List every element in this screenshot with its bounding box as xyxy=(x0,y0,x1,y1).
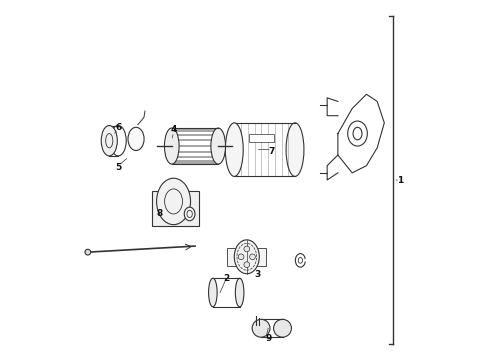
Ellipse shape xyxy=(273,319,292,337)
Text: 6: 6 xyxy=(115,123,122,132)
Ellipse shape xyxy=(157,178,191,225)
Circle shape xyxy=(244,262,249,267)
Text: 3: 3 xyxy=(254,270,261,279)
Text: 4: 4 xyxy=(171,126,177,135)
Ellipse shape xyxy=(209,278,217,307)
Text: 9: 9 xyxy=(265,334,271,343)
Ellipse shape xyxy=(128,127,144,150)
Ellipse shape xyxy=(184,207,195,221)
Polygon shape xyxy=(152,191,198,226)
Ellipse shape xyxy=(165,128,179,164)
Circle shape xyxy=(85,249,91,255)
Text: 2: 2 xyxy=(223,274,229,283)
Ellipse shape xyxy=(101,126,117,156)
Text: 7: 7 xyxy=(269,147,275,156)
Ellipse shape xyxy=(286,123,304,176)
Ellipse shape xyxy=(211,128,225,164)
Ellipse shape xyxy=(235,278,244,307)
Polygon shape xyxy=(227,248,267,266)
Circle shape xyxy=(238,254,244,260)
Bar xyxy=(248,134,273,143)
Text: 8: 8 xyxy=(157,210,163,219)
Ellipse shape xyxy=(252,319,270,337)
Ellipse shape xyxy=(234,240,259,274)
Circle shape xyxy=(244,246,249,252)
Text: 1: 1 xyxy=(397,176,404,185)
Ellipse shape xyxy=(225,123,243,176)
Circle shape xyxy=(249,254,255,260)
Text: 5: 5 xyxy=(115,163,122,172)
